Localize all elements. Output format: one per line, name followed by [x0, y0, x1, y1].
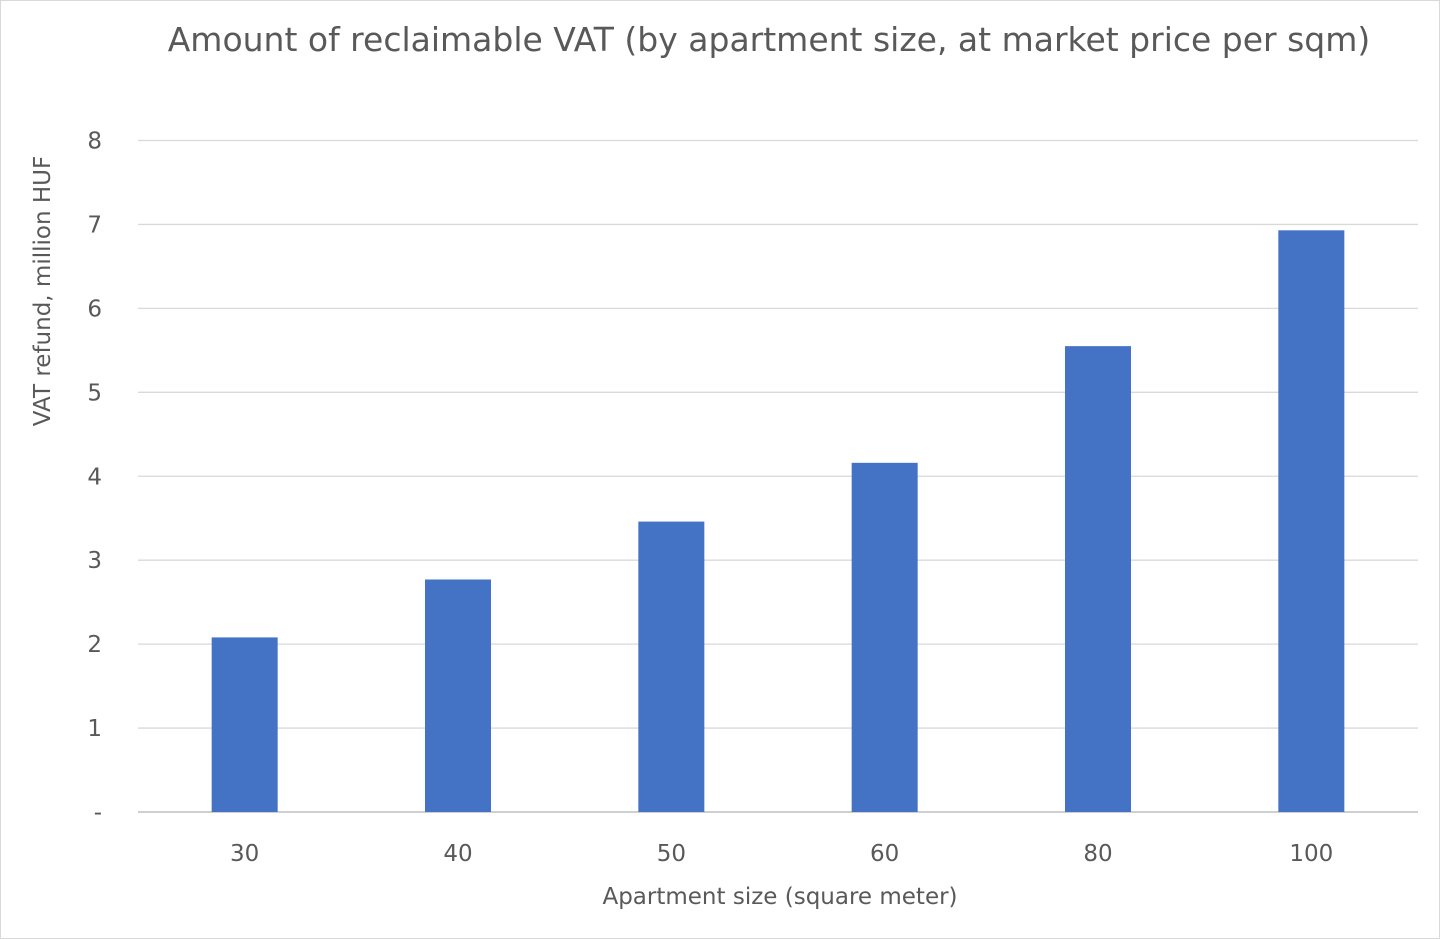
bars: [211, 230, 1345, 813]
y-axis-title: VAT refund, million HUF: [30, 156, 56, 426]
x-tick-label: 50: [657, 841, 686, 867]
x-tick-label: 40: [443, 841, 472, 867]
y-axis-tick-labels: - 1 2 3 4 5 6 7 8: [87, 129, 102, 827]
bar-50: [638, 521, 705, 812]
y-tick-label: 7: [87, 212, 102, 238]
y-tick-label: 1: [87, 716, 102, 742]
gridlines: [138, 139, 1418, 813]
y-tick-label: 2: [87, 632, 102, 658]
bar-40: [425, 579, 491, 812]
x-tick-label: 100: [1289, 841, 1333, 867]
y-tick-label: 3: [87, 548, 102, 574]
y-tick-label: 4: [87, 464, 102, 490]
y-tick-label: 5: [87, 380, 102, 406]
bar-100: [1278, 230, 1345, 813]
bar-60: [851, 462, 918, 812]
y-tick-label: 8: [87, 129, 102, 155]
y-tick-label: -: [94, 800, 102, 826]
bar-30: [211, 637, 278, 812]
x-tick-label: 60: [870, 841, 899, 867]
y-tick-label: 6: [87, 296, 102, 322]
bar-80: [1065, 346, 1131, 812]
x-tick-label: 30: [230, 841, 259, 867]
chart-title: Amount of reclaimable VAT (by apartment …: [168, 20, 1371, 59]
x-tick-label: 80: [1083, 841, 1112, 867]
x-axis-tick-labels: 30 40 50 60 80 100: [230, 841, 1333, 867]
x-axis-title: Apartment size (square meter): [602, 884, 957, 910]
